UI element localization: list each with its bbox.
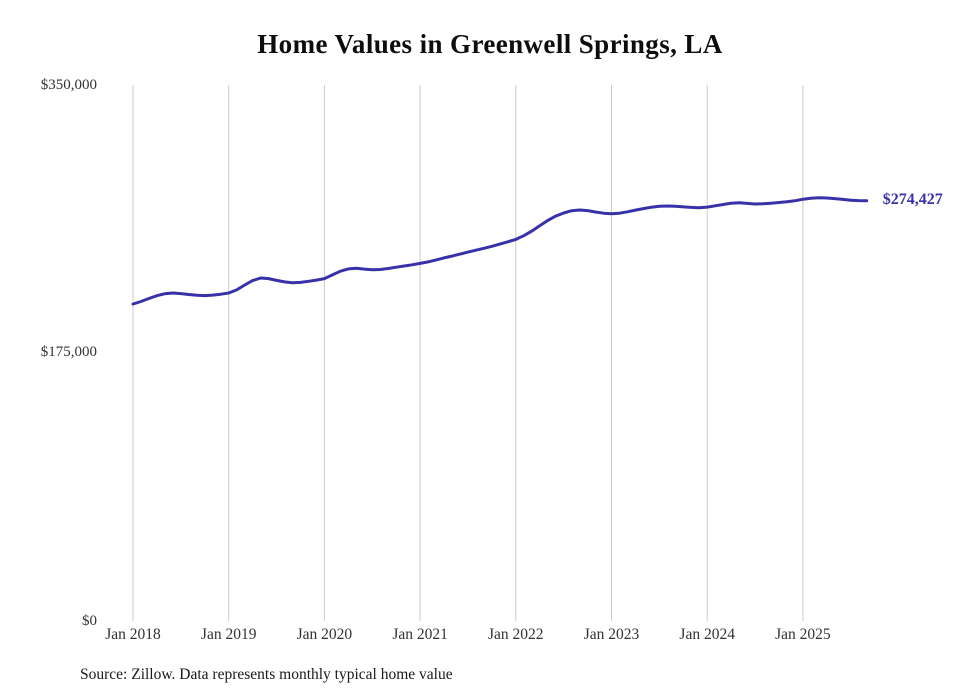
y-axis-tick-175000: $175,000 (40, 344, 97, 360)
x-axis-tick-jan-2025: Jan 2025 (775, 626, 831, 643)
x-axis-tick-jan-2019: Jan 2019 (201, 626, 257, 643)
y-axis-tick-0: $0 (82, 613, 97, 629)
x-axis-tick-jan-2021: Jan 2021 (392, 626, 448, 643)
x-axis-tick-jan-2018: Jan 2018 (105, 626, 161, 643)
x-axis-tick-jan-2022: Jan 2022 (488, 626, 544, 643)
x-axis-tick-jan-2020: Jan 2020 (297, 626, 353, 643)
source-note: Source: Zillow. Data represents monthly … (80, 666, 453, 683)
x-axis-tick-jan-2024: Jan 2024 (679, 626, 735, 643)
latest-value-label: $274,427 (882, 190, 943, 208)
y-axis-tick-350000: $350,000 (40, 77, 97, 93)
home-value-line (131, 196, 869, 306)
x-axis-tick-jan-2023: Jan 2023 (584, 626, 640, 643)
chart-title: Home Values in Greenwell Springs, LA (257, 29, 723, 59)
